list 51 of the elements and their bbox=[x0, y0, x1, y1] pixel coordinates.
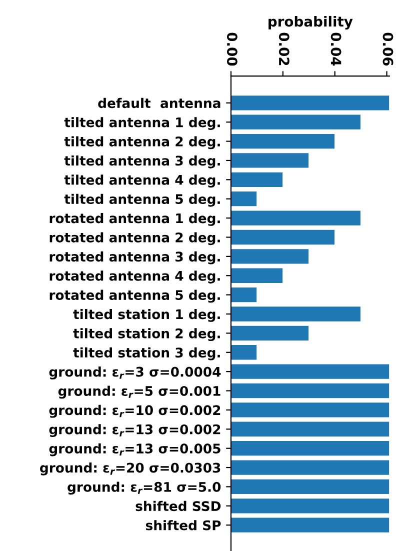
bar bbox=[230, 229, 336, 246]
x-axis-title: probability bbox=[268, 16, 353, 30]
x-tick-label: 0.04 bbox=[330, 32, 342, 66]
y-tick-label: shifted SP bbox=[146, 520, 221, 530]
y-tick-label: tilted antenna 1 deg. bbox=[64, 117, 220, 130]
x-tick-label: 0.02 bbox=[278, 32, 290, 66]
y-tick-label: ground: ε$_{r}$=3 σ=0.0004 bbox=[49, 366, 221, 380]
x-tick-label: 0.06 bbox=[382, 32, 394, 66]
bar bbox=[230, 133, 336, 150]
y-tick-label: tilted station 2 deg. bbox=[73, 328, 220, 342]
bar bbox=[230, 114, 362, 130]
bar bbox=[230, 190, 258, 207]
y-tick-label: tilted antenna 4 deg. bbox=[64, 174, 220, 188]
bar bbox=[230, 94, 390, 111]
bar bbox=[230, 344, 258, 360]
y-tick-label: ground: ε$_{r}$=13 σ=0.005 bbox=[49, 443, 220, 456]
y-tick-label: ground: ε$_{r}$=81 σ=5.0 bbox=[68, 482, 221, 495]
y-tick-label: ground: ε$_{r}$=13 σ=0.002 bbox=[49, 424, 220, 437]
y-tick-label: ground: ε$_{r}$=5 σ=0.001 bbox=[58, 386, 220, 399]
y-tick-label: tilted station 1 deg. bbox=[73, 308, 220, 322]
bar bbox=[230, 459, 390, 476]
y-tick-label: ground: ε$_{r}$=10 σ=0.002 bbox=[49, 404, 220, 418]
y-tick-label: rotated antenna 4 deg. bbox=[50, 270, 220, 284]
bar bbox=[230, 325, 310, 342]
y-tick-label: rotated antenna 5 deg. bbox=[50, 290, 220, 303]
y-tick-label: rotated antenna 1 deg. bbox=[50, 213, 220, 226]
bar bbox=[230, 210, 362, 226]
bar bbox=[230, 517, 390, 534]
bar bbox=[230, 306, 362, 322]
bar bbox=[230, 382, 390, 399]
y-tick-label: rotated antenna 2 deg. bbox=[50, 232, 220, 246]
y-tick-label: tilted station 3 deg. bbox=[73, 347, 220, 360]
x-tick-label: 0.00 bbox=[226, 32, 238, 66]
bar bbox=[230, 440, 390, 456]
bar bbox=[230, 402, 390, 418]
bar bbox=[230, 172, 284, 188]
bar bbox=[230, 268, 284, 284]
bar bbox=[230, 421, 390, 438]
bar bbox=[230, 364, 390, 380]
bar bbox=[230, 478, 390, 495]
y-tick-label: tilted antenna 2 deg. bbox=[64, 136, 220, 150]
y-tick-label: tilted antenna 3 deg. bbox=[64, 155, 220, 168]
bar bbox=[230, 152, 310, 168]
y-tick-label: rotated antenna 3 deg. bbox=[50, 251, 220, 264]
y-tick-label: shifted SSD bbox=[136, 500, 221, 512]
bar bbox=[230, 248, 310, 264]
y-tick-label: tilted antenna 5 deg. bbox=[64, 194, 220, 207]
bar bbox=[230, 286, 258, 303]
y-tick-label: default antenna bbox=[98, 98, 220, 108]
y-tick-label: ground: ε$_{r}$=20 σ=0.0303 bbox=[40, 462, 220, 476]
bar bbox=[230, 498, 390, 514]
